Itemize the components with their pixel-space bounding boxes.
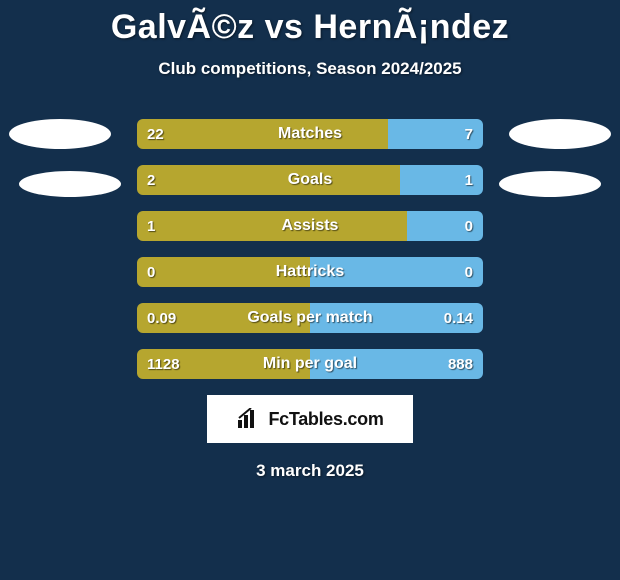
player-right-badge-2 (499, 171, 601, 197)
stat-bars: 227Matches 21Goals 10Assists 00Hattricks 0.0… (137, 119, 483, 379)
stat-bar-left (137, 211, 407, 241)
stat-bar-left (137, 165, 400, 195)
player-left-badge-1 (9, 119, 111, 149)
stat-bar-left (137, 349, 310, 379)
player-right-badge-1 (509, 119, 611, 149)
generated-date: 3 march 2025 (0, 461, 620, 481)
comparison-stage: 227Matches 21Goals 10Assists 00Hattricks 0.0… (0, 119, 620, 379)
source-logo-text: FcTables.com (268, 409, 383, 430)
bars-icon (236, 408, 262, 430)
stat-row: 00Hattricks (137, 257, 483, 287)
stat-row: 21Goals (137, 165, 483, 195)
stat-bar-right (400, 165, 483, 195)
stat-row: 1128888Min per goal (137, 349, 483, 379)
stat-bar-left (137, 303, 310, 333)
source-logo: FcTables.com (207, 395, 413, 443)
stat-row: 227Matches (137, 119, 483, 149)
stat-bar-right (407, 211, 483, 241)
stat-bar-right (310, 349, 483, 379)
stat-bar-left (137, 257, 310, 287)
stat-bar-right (310, 303, 483, 333)
player-left-badge-2 (19, 171, 121, 197)
stat-bar-right (310, 257, 483, 287)
stat-row: 10Assists (137, 211, 483, 241)
page-title: GalvÃ©z vs HernÃ¡ndez (0, 0, 620, 47)
stat-bar-right (388, 119, 483, 149)
stat-row: 0.090.14Goals per match (137, 303, 483, 333)
page-subtitle: Club competitions, Season 2024/2025 (0, 59, 620, 79)
stat-bar-left (137, 119, 388, 149)
